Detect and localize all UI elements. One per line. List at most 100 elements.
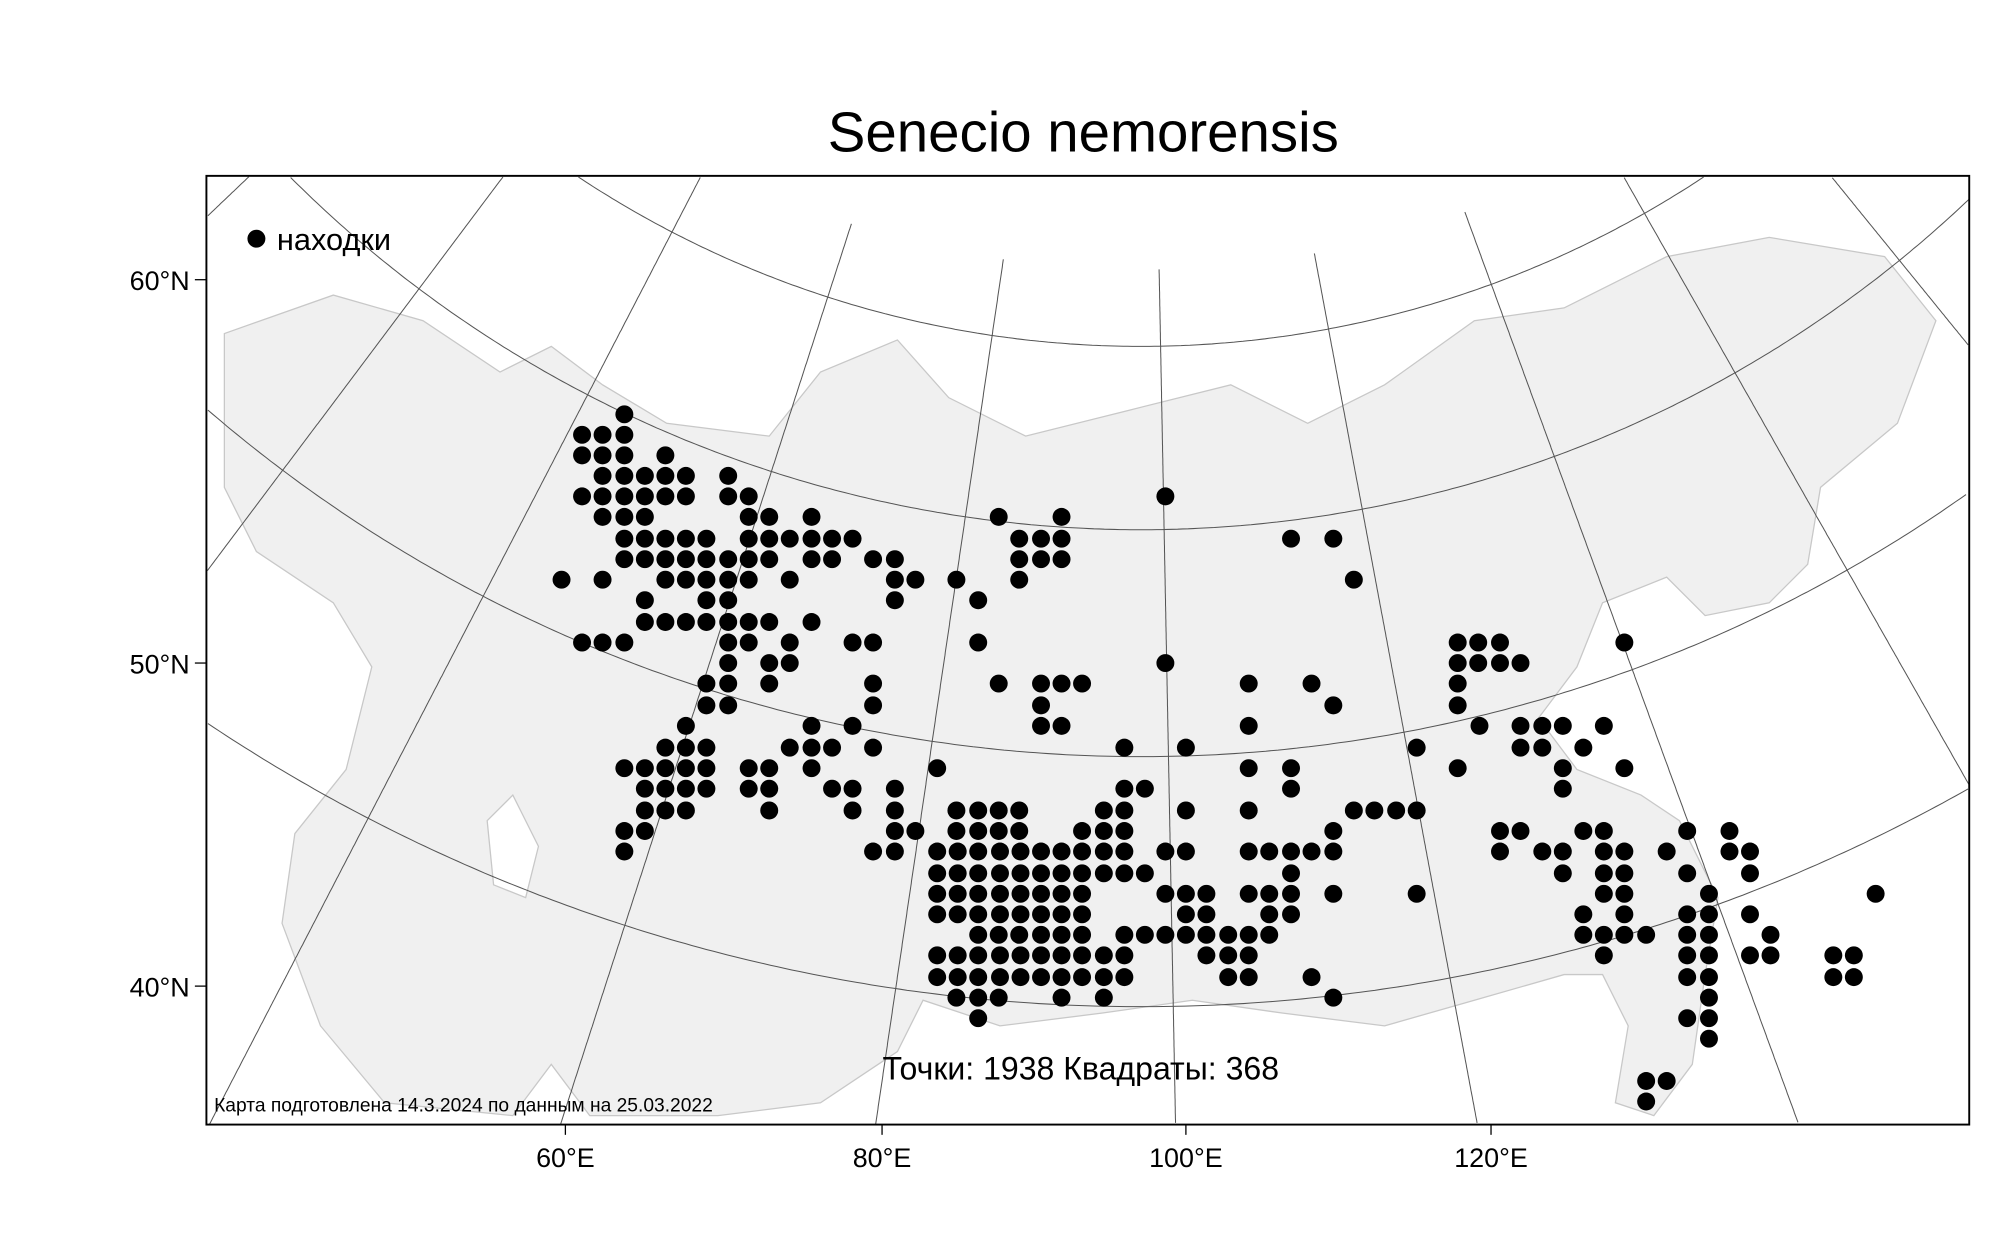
occurrence-point	[1657, 1072, 1676, 1090]
occurrence-point	[573, 425, 592, 444]
occurrence-point	[615, 550, 634, 569]
occurrence-point	[780, 529, 799, 548]
occurrence-point	[1094, 988, 1113, 1007]
occurrence-point	[1700, 968, 1718, 987]
occurrence-point	[760, 507, 779, 526]
occurrence-point	[928, 905, 947, 924]
occurrence-point	[1052, 716, 1071, 735]
occurrence-point	[676, 570, 695, 589]
occurrence-point	[1032, 925, 1050, 944]
occurrence-point	[1052, 925, 1071, 944]
legend-label: находки	[277, 222, 391, 257]
occurrence-point	[885, 822, 904, 840]
occurrence-point	[780, 654, 799, 673]
occurrence-point	[1032, 884, 1050, 903]
occurrence-point	[552, 570, 571, 589]
meridian-line	[875, 259, 1004, 1125]
occurrence-point	[1010, 570, 1029, 589]
occurrence-point	[719, 487, 738, 506]
occurrence-point	[1824, 946, 1843, 965]
occurrence-point	[1197, 946, 1216, 965]
occurrence-point	[1594, 822, 1613, 840]
occurrence-point	[969, 822, 988, 840]
meridian-line	[206, 176, 504, 572]
occurrence-point	[928, 842, 947, 861]
occurrence-point	[593, 487, 612, 506]
occurrence-point	[615, 487, 634, 506]
occurrence-point	[1176, 842, 1195, 861]
occurrence-point	[802, 738, 821, 757]
occurrence-point	[1094, 946, 1113, 965]
occurrence-point	[1344, 570, 1363, 589]
occurrence-point	[1115, 968, 1134, 987]
occurrence-point	[1511, 738, 1530, 757]
occurrence-point	[1720, 842, 1739, 861]
occurrence-point	[864, 550, 883, 569]
occurrence-point	[656, 801, 675, 820]
meridian-line	[1158, 269, 1177, 1123]
occurrence-point	[1700, 884, 1718, 903]
y-tick-label: 50°N	[130, 649, 190, 679]
occurrence-point	[1678, 822, 1697, 840]
occurrence-point	[676, 738, 695, 757]
occurrence-point	[1533, 738, 1552, 757]
occurrence-point	[1407, 801, 1426, 820]
occurrence-point	[1032, 696, 1050, 715]
occurrence-point	[1073, 946, 1092, 965]
occurrence-point	[697, 550, 716, 569]
occurrence-point	[802, 759, 821, 778]
occurrence-point	[1052, 842, 1071, 861]
occurrence-point	[656, 466, 675, 485]
occurrence-point	[989, 988, 1008, 1007]
occurrence-point	[676, 550, 695, 569]
occurrence-point	[1073, 842, 1092, 861]
occurrence-point	[1615, 759, 1634, 778]
parallel-line	[578, 176, 1704, 347]
parallel-line	[290, 177, 1970, 531]
occurrence-point	[969, 591, 988, 610]
occurrence-point	[1533, 716, 1552, 735]
occurrence-point	[1574, 738, 1593, 757]
occurrence-point	[1844, 968, 1863, 987]
occurrence-point	[885, 591, 904, 610]
occurrence-point	[1678, 1009, 1697, 1028]
occurrence-point	[1761, 925, 1780, 944]
occurrence-point	[1553, 716, 1572, 735]
occurrence-point	[1115, 738, 1134, 757]
occurrence-point	[635, 613, 654, 631]
occurrence-point	[928, 968, 947, 987]
footer-note: Карта подготовлена 14.3.2024 по данным н…	[214, 1096, 713, 1117]
occurrence-point	[1637, 1092, 1656, 1111]
occurrence-point	[1678, 864, 1697, 883]
occurrence-point	[1491, 633, 1509, 652]
meridian-line	[207, 176, 250, 217]
occurrence-point	[1741, 842, 1759, 861]
occurrence-point	[760, 759, 779, 778]
occurrence-point	[991, 884, 1009, 903]
occurrence-point	[928, 884, 947, 903]
occurrence-point	[760, 674, 779, 693]
occurrence-point	[989, 801, 1008, 820]
occurrence-point	[760, 654, 779, 673]
occurrence-point	[1032, 674, 1050, 693]
occurrence-point	[1115, 864, 1134, 883]
occurrence-point	[719, 570, 738, 589]
occurrence-point	[615, 507, 634, 526]
occurrence-point	[1700, 925, 1718, 944]
occurrence-point	[1866, 884, 1885, 903]
occurrence-point	[1135, 779, 1154, 798]
occurrence-point	[843, 529, 862, 548]
occurrence-point	[947, 988, 966, 1007]
occurrence-point	[615, 446, 634, 465]
occurrence-point	[969, 946, 988, 965]
occurrence-point	[719, 550, 738, 569]
occurrence-point	[1115, 842, 1134, 861]
occurrence-point	[885, 550, 904, 569]
occurrence-point	[1260, 884, 1279, 903]
occurrence-point	[573, 446, 592, 465]
occurrence-point	[1052, 968, 1071, 987]
occurrence-point	[823, 529, 842, 548]
occurrence-point	[1741, 864, 1759, 883]
occurrence-point	[991, 864, 1009, 883]
occurrence-point	[823, 779, 842, 798]
